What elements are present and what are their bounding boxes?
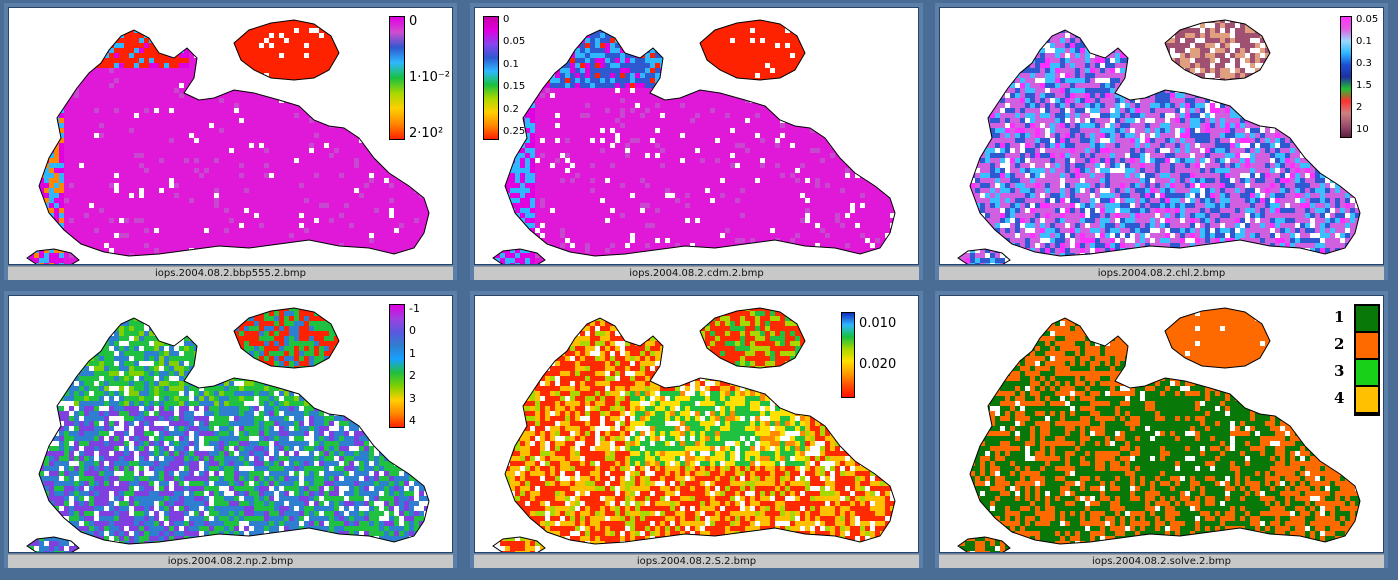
- panel-caption: iops.2004.08.2.S.2.bmp: [474, 554, 919, 568]
- class-label: 3: [1334, 362, 1344, 380]
- sea-surface-pixels: [27, 308, 429, 552]
- class-legend-box: [1354, 304, 1380, 416]
- legend-tick-label: 0.05: [503, 36, 525, 47]
- legend-tick-label: 0.15: [503, 81, 525, 92]
- coastline: [233, 19, 340, 81]
- class-swatch: [1356, 387, 1378, 414]
- coastline: [492, 248, 546, 264]
- panel-caption: iops.2004.08.2.bbp555.2.bmp: [8, 266, 453, 280]
- map-view: 0.05 0.1 0.3 1.5 2 10: [939, 7, 1384, 265]
- black-sea-map: [957, 19, 1361, 264]
- legend-tick-label: 0.3: [1356, 58, 1372, 69]
- coastline: [957, 248, 1011, 264]
- legend-tick-label: -1: [409, 302, 420, 315]
- sea-surface-pixels: [958, 20, 1360, 264]
- coastline: [38, 29, 430, 257]
- black-sea-map: [26, 307, 430, 552]
- legend-tick-label: 0.1: [1356, 36, 1372, 47]
- map-panel-bbp555: 0 1·10⁻² 2·10² iops.2004.08.2.bbp555.2.bmp: [4, 3, 457, 280]
- color-scale-bar: [483, 16, 499, 140]
- coastline: [699, 307, 806, 369]
- coastline: [969, 29, 1361, 257]
- class-label: 2: [1334, 335, 1344, 353]
- panel-caption: iops.2004.08.2.cdm.2.bmp: [474, 266, 919, 280]
- coastline: [504, 317, 896, 545]
- class-swatch: [1356, 360, 1378, 387]
- black-sea-map: [957, 307, 1361, 552]
- coastline: [1164, 19, 1271, 81]
- legend-tick-label: 0.05: [1356, 14, 1378, 25]
- color-scale-bar: [389, 304, 405, 428]
- coastline: [26, 536, 80, 552]
- map-panel-np: -1 0 1 2 3 4 iops.2004.08.2.np.2.bmp: [4, 291, 457, 568]
- legend-tick-label: 4: [409, 414, 416, 427]
- legend-tick-label: 0.1: [503, 59, 519, 70]
- class-swatch: [1356, 333, 1378, 360]
- black-sea-map: [26, 19, 430, 264]
- legend-tick-label: 0.25: [503, 126, 525, 137]
- legend-tick-label: 3: [409, 392, 416, 405]
- legend-tick-label: 0.2: [503, 104, 519, 115]
- map-view: 0 1·10⁻² 2·10²: [8, 7, 453, 265]
- class-swatch: [1356, 306, 1378, 333]
- legend-tick-label: 1·10⁻²: [409, 70, 450, 85]
- legend-tick-label: 2·10²: [409, 126, 443, 141]
- coastline: [38, 317, 430, 545]
- map-view: 1 2 3 4: [939, 295, 1384, 553]
- legend-tick-label: 2: [1356, 102, 1362, 113]
- coastline: [504, 29, 896, 257]
- coastline: [233, 307, 340, 369]
- color-scale-bar: [1340, 16, 1352, 138]
- coastline: [699, 19, 806, 81]
- panel-caption: iops.2004.08.2.np.2.bmp: [8, 554, 453, 568]
- legend-tick-label: 0.020: [859, 357, 896, 372]
- panel-caption: iops.2004.08.2.chl.2.bmp: [939, 266, 1384, 280]
- map-panel-chl: 0.05 0.1 0.3 1.5 2 10 iops.2004.08.2.chl.2.bm…: [935, 3, 1388, 280]
- map-view: -1 0 1 2 3 4: [8, 295, 453, 553]
- map-view: 0.010 0.020: [474, 295, 919, 553]
- coastline: [1164, 307, 1271, 369]
- legend-tick-label: 1.5: [1356, 80, 1372, 91]
- coastline: [492, 536, 546, 552]
- sea-surface-pixels: [27, 20, 429, 264]
- coastline: [957, 536, 1011, 552]
- color-scale-bar: [389, 16, 405, 140]
- map-panel-solve: 1 2 3 4 iops.2004.08.2.solve.2.bmp: [935, 291, 1388, 568]
- black-sea-map: [492, 19, 896, 264]
- coastline: [969, 317, 1361, 545]
- legend-tick-label: 10: [1356, 124, 1369, 135]
- class-label: 1: [1334, 308, 1344, 326]
- sea-surface-pixels: [958, 308, 1360, 552]
- sea-surface-pixels: [493, 20, 895, 264]
- map-view: 0 0.05 0.1 0.15 0.2 0.25: [474, 7, 919, 265]
- legend-tick-label: 0.010: [859, 316, 896, 331]
- legend-tick-label: 1: [409, 347, 416, 360]
- coastline: [26, 248, 80, 264]
- legend-tick-label: 0: [503, 14, 509, 25]
- black-sea-map: [492, 307, 896, 552]
- legend-tick-label: 2: [409, 369, 416, 382]
- color-scale-bar: [841, 312, 855, 398]
- panel-caption: iops.2004.08.2.solve.2.bmp: [939, 554, 1384, 568]
- map-panel-s: 0.010 0.020 iops.2004.08.2.S.2.bmp: [470, 291, 923, 568]
- legend-tick-label: 0: [409, 14, 417, 29]
- legend-tick-label: 0: [409, 324, 416, 337]
- class-label: 4: [1334, 389, 1344, 407]
- map-panel-cdm: 0 0.05 0.1 0.15 0.2 0.25 iops.2004.08.2.cdm.2…: [470, 3, 923, 280]
